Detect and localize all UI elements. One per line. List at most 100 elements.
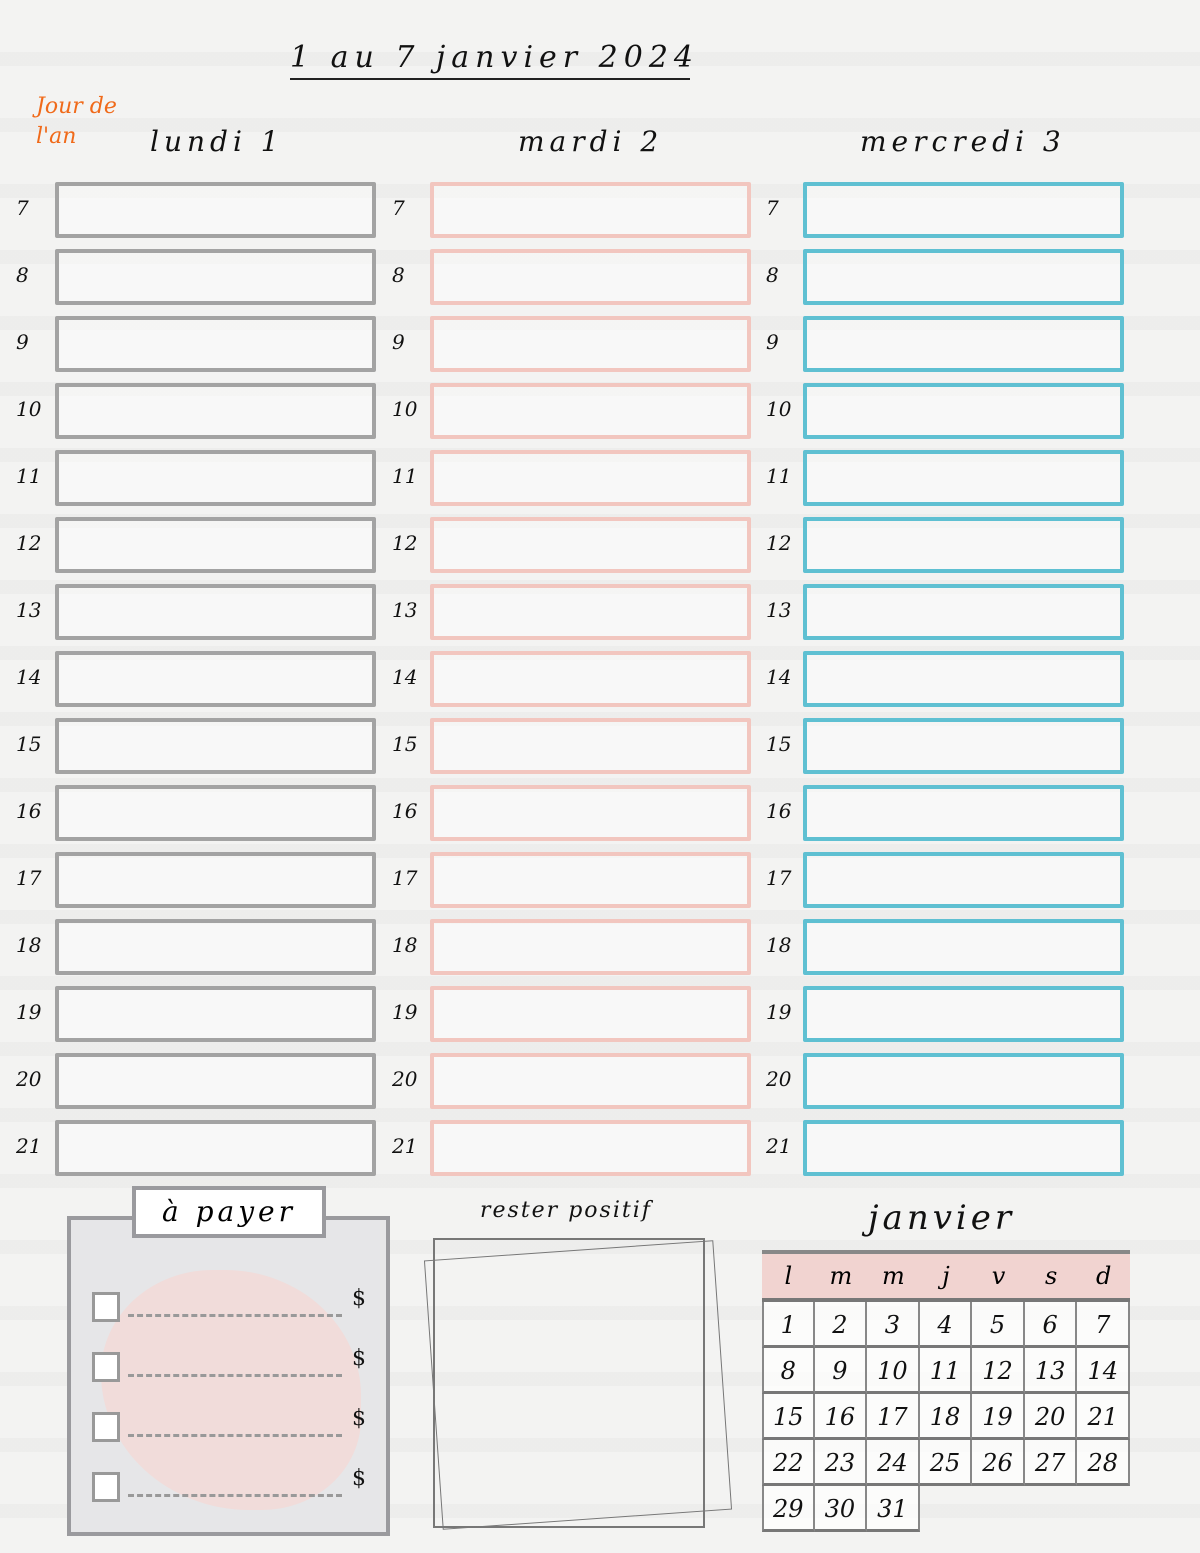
time-slot[interactable] xyxy=(803,986,1124,1042)
calendar-date[interactable]: 10 xyxy=(867,1348,920,1394)
calendar-date[interactable]: 14 xyxy=(1077,1348,1130,1394)
hour-label: 13 xyxy=(16,598,42,622)
time-slot[interactable] xyxy=(430,517,751,573)
time-slot[interactable] xyxy=(803,1053,1124,1109)
calendar-date[interactable]: 28 xyxy=(1077,1440,1130,1486)
payment-line[interactable] xyxy=(128,1434,342,1437)
time-slot[interactable] xyxy=(803,517,1124,573)
payment-line[interactable] xyxy=(128,1314,342,1317)
time-slot[interactable] xyxy=(430,919,751,975)
time-slot[interactable] xyxy=(803,450,1124,506)
time-slot[interactable] xyxy=(803,182,1124,238)
time-slot[interactable] xyxy=(55,718,376,774)
mini-calendar-dates: 1 2 3 4 5 6 7 8 9 10 11 12 13 14 15 16 17 18 19 20 21 22 23 24 2… xyxy=(762,1302,1130,1532)
time-slot[interactable] xyxy=(430,450,751,506)
time-slot[interactable] xyxy=(430,718,751,774)
hour-label: 9 xyxy=(16,330,29,354)
calendar-date[interactable]: 7 xyxy=(1077,1302,1130,1348)
hour-label: 15 xyxy=(392,732,418,756)
time-slot[interactable] xyxy=(430,249,751,305)
time-slot[interactable] xyxy=(430,651,751,707)
stay-positive-title: rester positif xyxy=(480,1198,652,1223)
time-slot[interactable] xyxy=(55,986,376,1042)
calendar-date[interactable]: 29 xyxy=(762,1486,815,1532)
time-slot[interactable] xyxy=(55,517,376,573)
calendar-date[interactable]: 5 xyxy=(972,1302,1025,1348)
time-slot[interactable] xyxy=(430,1053,751,1109)
time-slot[interactable] xyxy=(55,1120,376,1176)
hour-label: 21 xyxy=(16,1134,42,1158)
calendar-date[interactable]: 23 xyxy=(814,1440,868,1486)
time-slot[interactable] xyxy=(803,1120,1124,1176)
time-slot[interactable] xyxy=(55,584,376,640)
currency-symbol: $ xyxy=(352,1406,366,1431)
payment-checkbox[interactable] xyxy=(92,1292,120,1322)
time-slot[interactable] xyxy=(430,986,751,1042)
calendar-date[interactable]: 9 xyxy=(814,1348,868,1394)
calendar-date[interactable]: 13 xyxy=(1024,1348,1078,1394)
day-header-tuesday: mardi 2 xyxy=(518,125,664,158)
payment-checkbox[interactable] xyxy=(92,1412,120,1442)
calendar-date[interactable]: 21 xyxy=(1077,1394,1130,1440)
payment-checkbox[interactable] xyxy=(92,1352,120,1382)
time-slot[interactable] xyxy=(803,919,1124,975)
calendar-date[interactable]: 20 xyxy=(1024,1394,1078,1440)
hour-label: 10 xyxy=(16,397,42,421)
time-slot[interactable] xyxy=(803,785,1124,841)
time-slot[interactable] xyxy=(55,1053,376,1109)
calendar-date[interactable]: 12 xyxy=(972,1348,1025,1394)
calendar-date[interactable]: 27 xyxy=(1024,1440,1078,1486)
time-slot[interactable] xyxy=(430,584,751,640)
calendar-date[interactable]: 18 xyxy=(919,1394,973,1440)
time-slot[interactable] xyxy=(430,383,751,439)
time-slot[interactable] xyxy=(803,852,1124,908)
time-slot[interactable] xyxy=(55,383,376,439)
payment-line[interactable] xyxy=(128,1494,342,1497)
payment-checkbox[interactable] xyxy=(92,1472,120,1502)
calendar-date[interactable]: 22 xyxy=(762,1440,815,1486)
time-slot[interactable] xyxy=(803,249,1124,305)
calendar-date[interactable]: 19 xyxy=(972,1394,1025,1440)
calendar-date[interactable]: 4 xyxy=(919,1302,973,1348)
time-slot[interactable] xyxy=(803,316,1124,372)
calendar-date[interactable]: 24 xyxy=(867,1440,920,1486)
time-slot[interactable] xyxy=(55,919,376,975)
time-slot[interactable] xyxy=(803,584,1124,640)
time-slot[interactable] xyxy=(803,651,1124,707)
weekday-label: v xyxy=(991,1262,1006,1290)
calendar-date[interactable]: 30 xyxy=(814,1486,868,1532)
time-slot[interactable] xyxy=(430,852,751,908)
hour-label: 8 xyxy=(392,263,405,287)
calendar-date[interactable]: 11 xyxy=(919,1348,973,1394)
time-slot[interactable] xyxy=(55,316,376,372)
calendar-date[interactable]: 6 xyxy=(1024,1302,1078,1348)
calendar-date[interactable]: 31 xyxy=(867,1486,920,1532)
calendar-date[interactable]: 25 xyxy=(919,1440,973,1486)
calendar-date[interactable]: 15 xyxy=(762,1394,815,1440)
time-slot[interactable] xyxy=(55,852,376,908)
time-slot[interactable] xyxy=(55,182,376,238)
notes-frame[interactable] xyxy=(433,1238,705,1528)
calendar-date[interactable]: 17 xyxy=(867,1394,920,1440)
time-slot[interactable] xyxy=(430,182,751,238)
calendar-date[interactable]: 8 xyxy=(762,1348,815,1394)
time-slot[interactable] xyxy=(430,316,751,372)
time-slot[interactable] xyxy=(55,450,376,506)
time-slot[interactable] xyxy=(55,651,376,707)
time-slot[interactable] xyxy=(803,718,1124,774)
time-slot[interactable] xyxy=(430,785,751,841)
calendar-date[interactable]: 26 xyxy=(972,1440,1025,1486)
hour-label: 7 xyxy=(392,196,405,220)
time-slot[interactable] xyxy=(55,785,376,841)
currency-symbol: $ xyxy=(352,1466,366,1491)
time-slot[interactable] xyxy=(803,383,1124,439)
time-slot[interactable] xyxy=(430,1120,751,1176)
calendar-date[interactable]: 1 xyxy=(762,1302,815,1348)
payment-line[interactable] xyxy=(128,1374,342,1377)
calendar-date[interactable]: 2 xyxy=(814,1302,868,1348)
time-slot[interactable] xyxy=(55,249,376,305)
calendar-date[interactable]: 3 xyxy=(867,1302,920,1348)
calendar-date[interactable]: 16 xyxy=(814,1394,868,1440)
